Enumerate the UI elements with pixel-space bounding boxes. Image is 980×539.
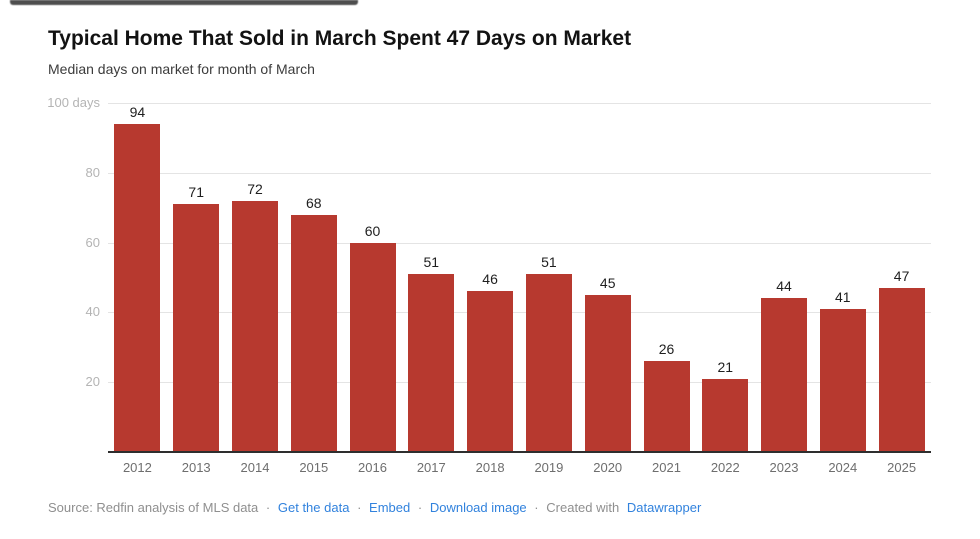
bar-2014[interactable] xyxy=(232,201,278,452)
value-label-2021: 26 xyxy=(658,341,675,357)
x-axis-line xyxy=(108,451,931,453)
value-label-2017: 51 xyxy=(423,254,440,270)
plot-area: 94 2012 71 2013 72 2014 68 2015 60 2016 51 2017 46 20… xyxy=(108,103,931,475)
y-axis-tick-label: 60 xyxy=(85,234,100,250)
x-axis-label-2013: 2013 xyxy=(181,460,211,475)
value-label-2020: 45 xyxy=(599,275,616,291)
y-axis-tick-label: 100 days xyxy=(47,95,100,110)
footer-separator: · xyxy=(357,500,362,515)
x-axis-label-2022: 2022 xyxy=(710,460,740,475)
footer-separator: · xyxy=(534,500,539,515)
bar-2021[interactable] xyxy=(643,361,690,452)
x-axis-label-2016: 2016 xyxy=(358,460,387,475)
footer-separator: · xyxy=(265,500,271,515)
top-strip xyxy=(10,0,358,5)
get-the-data-link[interactable]: Get the data xyxy=(277,500,350,515)
x-axis-label-2023: 2023 xyxy=(769,460,799,475)
value-label-2019: 51 xyxy=(541,254,557,270)
value-label-2013: 71 xyxy=(188,184,204,200)
x-axis-label-2014: 2014 xyxy=(240,460,270,475)
bar-2015[interactable] xyxy=(290,215,337,452)
chart-title: Typical Home That Sold in March Spent 47… xyxy=(48,27,632,50)
footer: Source: Redfin analysis of MLS data · Ge… xyxy=(48,500,701,515)
gridline xyxy=(108,103,931,104)
source-text: Source: Redfin analysis of MLS data xyxy=(48,500,259,515)
bar-2023[interactable] xyxy=(761,298,807,452)
value-label-2018: 46 xyxy=(482,271,498,287)
x-axis-label-2020: 2020 xyxy=(593,460,623,475)
y-axis-tick-label: 20 xyxy=(85,374,100,390)
bar-2022[interactable] xyxy=(702,379,749,452)
y-axis-tick-label: 40 xyxy=(85,304,100,320)
value-label-2016: 60 xyxy=(364,223,381,239)
bar-2018[interactable] xyxy=(467,291,514,452)
bar-2017[interactable] xyxy=(408,274,455,452)
x-axis-label-2024: 2024 xyxy=(828,460,858,475)
x-axis-label-2021: 2021 xyxy=(652,460,681,475)
bar-2025[interactable] xyxy=(878,288,925,452)
y-axis-tick-label: 80 xyxy=(85,164,100,180)
bar-2020[interactable] xyxy=(584,295,631,452)
bar-2012[interactable] xyxy=(114,124,161,452)
chart-subtitle: Median days on market for month of March xyxy=(48,61,315,77)
x-axis-label-2025: 2025 xyxy=(887,460,917,475)
x-axis-label-2015: 2015 xyxy=(299,460,329,475)
gridline xyxy=(108,312,931,314)
x-axis-label-2012: 2012 xyxy=(122,460,152,475)
x-axis-label-2017: 2017 xyxy=(416,460,446,475)
value-label-2015: 68 xyxy=(306,195,322,211)
value-label-2024: 41 xyxy=(835,289,851,305)
gridline xyxy=(108,382,931,384)
x-axis-label-2019: 2019 xyxy=(534,460,564,475)
value-label-2012: 94 xyxy=(129,104,146,120)
bar-2019[interactable] xyxy=(525,274,572,452)
value-label-2022: 21 xyxy=(717,359,734,375)
footer-separator: · xyxy=(417,500,423,515)
bar-2016[interactable] xyxy=(349,243,396,452)
value-label-2014: 72 xyxy=(247,181,263,197)
value-label-2025: 47 xyxy=(893,268,910,284)
download-image-link[interactable]: Download image xyxy=(429,500,527,515)
embed-link[interactable]: Embed xyxy=(369,500,411,515)
datawrapper-link[interactable]: Datawrapper xyxy=(626,500,702,515)
gridline xyxy=(108,172,931,174)
gridline xyxy=(108,242,931,244)
created-with-text: Created with xyxy=(546,500,620,515)
x-axis-label-2018: 2018 xyxy=(475,460,505,475)
value-label-2023: 44 xyxy=(776,278,792,294)
bar-2024[interactable] xyxy=(819,309,866,452)
bar-2013[interactable] xyxy=(173,204,220,452)
